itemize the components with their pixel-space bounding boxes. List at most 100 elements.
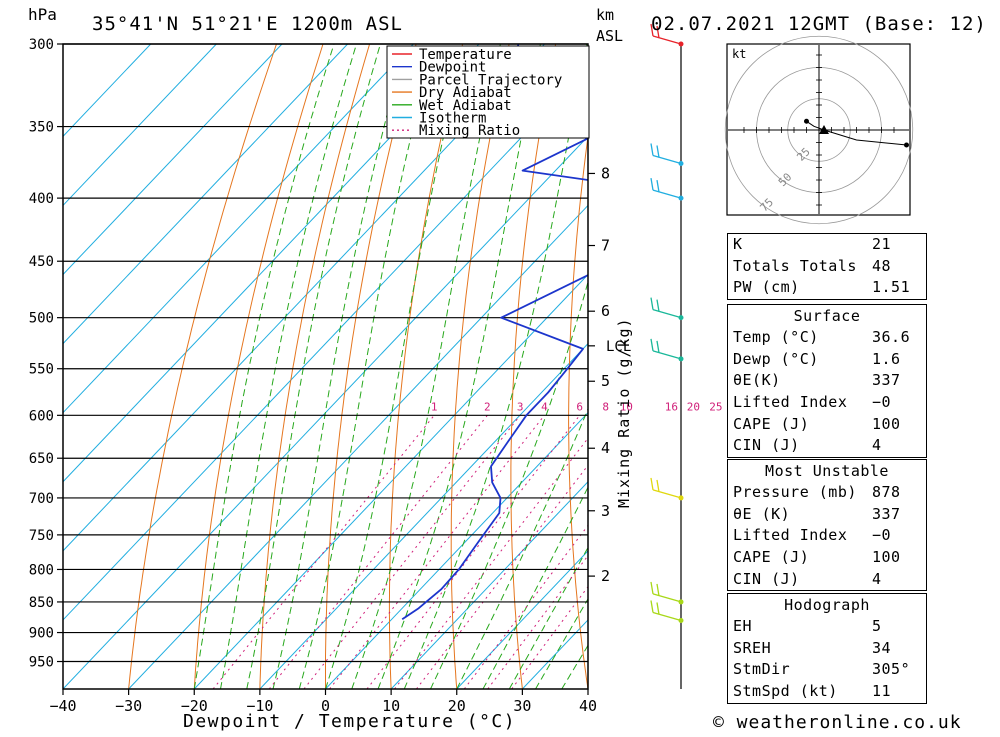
y-tick-label: 500: [29, 311, 54, 327]
wet-adiabat-line: [351, 44, 501, 689]
wind-barb-feather: [656, 145, 660, 158]
isotherm-line: [325, 411, 588, 689]
most-unstable-title: Most Unstable: [765, 462, 889, 480]
dry-adiabat-line: [568, 132, 588, 689]
most-unstable-row: CAPE (J) 100: [733, 548, 901, 567]
index-row: Totals Totals 48: [733, 256, 892, 275]
x-tick-label: −40: [49, 697, 76, 715]
y-tick-label: 350: [29, 120, 54, 136]
hodograph-title: Hodograph: [784, 596, 870, 614]
km-label: km: [596, 6, 614, 24]
isotherm-line: [193, 273, 588, 689]
isotherm-line: [456, 550, 588, 689]
mixing-ratio-line: [366, 415, 581, 689]
x-tick-label: −30: [115, 697, 142, 715]
mixing-ratio-line: [329, 415, 545, 689]
isotherm-line: [63, 44, 480, 483]
wind-barb-shaft: [652, 189, 682, 199]
dry-adiabat-line: [679, 44, 720, 689]
hodograph-row: EH 5: [733, 617, 882, 635]
lcl-label: LCL: [606, 339, 631, 355]
mixing-ratio-line: [212, 415, 435, 689]
isotherm-line: [63, 44, 545, 552]
location-title: 35°41'N 51°21'E 1200m ASL: [92, 13, 403, 35]
isotherm-line: [128, 204, 588, 689]
wet-adiabat-line: [430, 279, 588, 689]
mixing-ratio-axis-label: Mixing Ratio (g/kg): [615, 317, 633, 508]
km-tick-label: 7: [601, 237, 610, 255]
wind-barb-feather: [650, 581, 654, 595]
hodograph-table: Hodograph EH 5 SREH 34 StmDir 305° StmSpd (…: [727, 593, 927, 704]
isotherm-line: [63, 135, 588, 689]
most-unstable-row: CIN (J) 4: [733, 569, 882, 588]
x-tick-label: 0: [321, 697, 330, 715]
y-axis-ticks: 300 350 400 450 500 550 600 650 700 750 800 850 900 9…: [29, 37, 63, 671]
y-tick-label: 900: [29, 626, 54, 642]
wind-barb-shaft: [652, 593, 682, 603]
y-tick-label: 450: [29, 254, 54, 270]
wind-barb-feather: [656, 479, 660, 493]
km-tick-label: 4: [601, 439, 610, 457]
wind-barb-feather: [650, 600, 654, 613]
most-unstable-row: Pressure (mb) 878: [733, 483, 901, 501]
hodograph-row: StmDir 305°: [733, 660, 911, 679]
wet-adiabat-line: [246, 44, 381, 689]
isotherm-line: [63, 44, 152, 138]
surface-row: Temp (°C) 36.6: [733, 328, 911, 346]
surface-row: θE(K) 337: [733, 371, 901, 390]
wind-barb-shaft: [652, 35, 682, 45]
hpa-label: hPa: [28, 5, 57, 24]
surface-row: CIN (J) 4: [733, 436, 882, 455]
wind-profile: [650, 23, 684, 689]
mixing-ratio-lines: [212, 415, 588, 689]
wind-barb-feather: [650, 297, 654, 310]
x-axis-label: Dewpoint / Temperature (°C): [183, 711, 516, 732]
y-tick-label: 650: [29, 451, 54, 467]
wind-barb-shaft: [652, 611, 682, 622]
wind-barb-feather: [650, 143, 654, 156]
wind-barb-shaft: [652, 154, 682, 165]
km-tick-label: 3: [601, 502, 610, 520]
y-tick-label: 400: [29, 191, 54, 207]
mixing-ratio-line: [394, 437, 588, 689]
y-tick-label: 600: [29, 408, 54, 424]
mixing-ratio-label: 2: [484, 400, 491, 413]
legend-box: [386, 45, 590, 139]
km-tick-label: 2: [601, 567, 610, 585]
x-tick-label: 30: [513, 697, 531, 715]
most-unstable-row: Lifted Index −0: [733, 526, 892, 545]
mixing-ratio-line: [511, 585, 588, 689]
wind-barb-feather: [656, 340, 660, 353]
index-row: K 21: [733, 235, 892, 253]
surface-row: Lifted Index −0: [733, 393, 892, 412]
x-tick-label: −20: [181, 697, 208, 715]
isotherm-line: [63, 44, 217, 207]
dry-adiabat-line: [928, 44, 1000, 689]
isotherm-line: [63, 44, 283, 276]
mixing-ratio-label: 10: [620, 400, 633, 413]
mixing-ratio-label: 20: [687, 400, 700, 413]
km-tick-label: 6: [601, 302, 610, 320]
wind-barb-feather: [650, 23, 654, 37]
x-tick-label: 20: [448, 697, 466, 715]
isotherm-line: [390, 481, 588, 689]
dry-adiabat-line: [974, 44, 1000, 689]
hodograph-point: [804, 118, 809, 124]
isotherm-line: [63, 44, 348, 345]
wind-barb-shaft: [652, 309, 682, 319]
wind-barb-feather: [650, 477, 654, 491]
mixing-ratio-line: [303, 415, 521, 689]
isotherm-line: [259, 342, 588, 689]
mixing-ratio-label: 16: [665, 400, 678, 413]
copyright: © weatheronline.co.uk: [713, 712, 962, 733]
wind-barb-feather: [650, 338, 654, 351]
mixing-ratio-label: 6: [576, 400, 583, 413]
mixing-ratio-label: 4: [541, 400, 548, 413]
isotherm-line: [63, 66, 588, 621]
legend-label: Isotherm: [419, 111, 486, 127]
legend-label: Wet Adiabat: [419, 98, 512, 114]
y-tick-label: 950: [29, 655, 54, 671]
x-tick-label: −10: [246, 697, 273, 715]
